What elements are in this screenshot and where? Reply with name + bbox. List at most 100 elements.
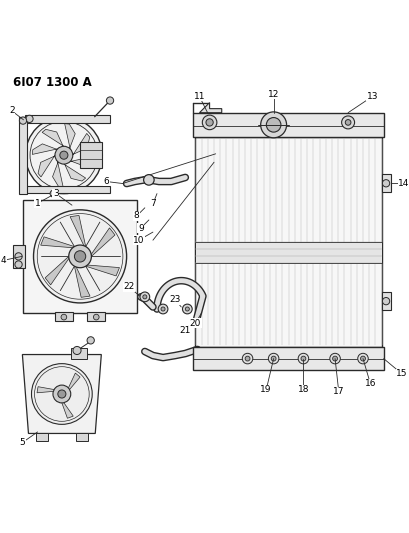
Polygon shape [38,155,56,177]
Circle shape [341,116,354,129]
Polygon shape [22,354,101,433]
Polygon shape [74,266,90,297]
Polygon shape [91,228,115,256]
Circle shape [382,297,389,305]
Circle shape [74,251,85,262]
Bar [193,112,383,137]
Bar [25,115,110,123]
Circle shape [270,356,275,361]
Text: 3: 3 [53,189,58,198]
Bar [87,312,105,321]
Polygon shape [40,237,74,248]
Circle shape [329,353,339,364]
Polygon shape [32,144,58,155]
Circle shape [266,118,280,132]
Circle shape [344,119,350,125]
Text: 8: 8 [133,212,139,221]
Circle shape [69,245,91,268]
Text: 1: 1 [35,199,40,208]
Polygon shape [52,160,63,187]
Text: 10: 10 [133,236,144,245]
Text: 9: 9 [137,223,143,232]
Circle shape [185,307,189,311]
Text: 4: 4 [0,256,6,265]
Bar [36,433,48,441]
Bar [13,245,25,268]
Text: 6I07 1300 A: 6I07 1300 A [13,76,92,89]
Bar [193,348,383,370]
Circle shape [202,115,216,130]
Circle shape [73,346,81,354]
Circle shape [300,356,305,361]
Circle shape [297,353,308,364]
Circle shape [182,304,192,314]
Circle shape [25,117,102,193]
Polygon shape [65,124,75,150]
Text: 22: 22 [123,282,134,291]
Text: 12: 12 [267,90,279,99]
Circle shape [61,314,67,320]
Circle shape [360,356,364,361]
Text: 18: 18 [297,385,308,394]
Circle shape [15,261,22,268]
Circle shape [50,190,57,197]
Polygon shape [61,400,73,418]
Circle shape [332,356,337,361]
Text: 20: 20 [189,319,201,328]
Bar [80,142,102,168]
Polygon shape [42,130,64,148]
Circle shape [205,119,213,126]
Circle shape [34,210,126,303]
Polygon shape [71,133,90,155]
Text: 23: 23 [169,295,180,304]
Circle shape [245,356,249,361]
Bar [25,185,110,193]
Polygon shape [37,386,57,393]
Bar [55,312,73,321]
Bar [71,349,87,359]
Text: 17: 17 [332,387,344,397]
Circle shape [87,337,94,344]
Circle shape [158,304,168,314]
Bar [381,292,389,310]
Circle shape [260,112,286,138]
Text: 6: 6 [103,177,109,186]
Circle shape [19,117,27,124]
Bar [23,200,137,313]
Text: 21: 21 [179,326,190,335]
Text: 7: 7 [150,199,155,208]
Bar [19,117,27,193]
Circle shape [161,307,165,311]
Circle shape [142,295,146,299]
Text: 19: 19 [260,385,271,394]
Polygon shape [199,102,221,112]
Circle shape [53,385,71,403]
Text: 16: 16 [364,379,375,389]
Text: 2: 2 [9,107,15,116]
Circle shape [15,253,22,260]
Polygon shape [45,256,69,285]
Text: 11: 11 [193,92,205,101]
Circle shape [55,146,73,164]
Text: 15: 15 [395,369,407,378]
Bar [75,433,88,441]
Circle shape [26,115,33,123]
Polygon shape [85,265,119,276]
Circle shape [268,353,278,364]
Circle shape [31,364,92,424]
Text: 13: 13 [366,92,377,101]
Polygon shape [67,373,80,392]
Circle shape [58,390,66,398]
Bar [195,137,381,348]
Text: 5: 5 [20,438,25,447]
Circle shape [357,353,367,364]
Circle shape [242,353,252,364]
Bar [381,174,389,192]
Polygon shape [64,163,85,181]
Circle shape [60,151,68,159]
Polygon shape [69,156,95,166]
Circle shape [93,314,99,320]
Circle shape [106,97,113,104]
Circle shape [139,292,149,302]
Circle shape [143,175,154,185]
